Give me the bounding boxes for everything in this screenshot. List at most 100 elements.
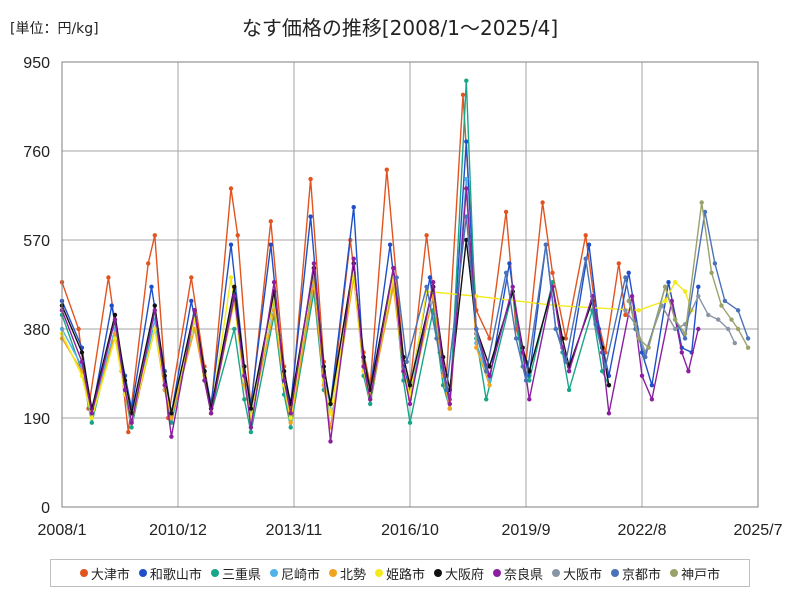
data-point [208,411,214,416]
series-1 [59,92,628,435]
legend-marker [328,569,337,577]
chart-canvas: 0 190 380 570 760 950 2008/1 2010/12 2013/11 2016… [23,55,782,539]
data-point [112,331,118,336]
x-tick-label: 2022/8 [618,522,667,539]
y-tick-label: 760 [23,144,50,161]
data-point [663,284,668,289]
data-point [636,336,641,341]
data-point [447,401,452,407]
data-point [407,401,413,407]
data-point [122,387,128,393]
data-point [510,284,515,289]
data-point [308,176,313,182]
data-point [169,411,174,416]
legend-item: 尼崎市 [269,564,320,583]
legend-label: 京都市 [622,567,662,583]
data-point [702,209,708,215]
legend-item: 北勢 [328,564,366,583]
data-point [460,92,466,98]
legend-label: 和歌山市 [149,567,202,583]
data-point [663,298,668,304]
data-point [639,373,645,378]
legend-label: 奈良県 [504,567,544,583]
data-point [129,425,134,430]
data-point [600,369,605,374]
legend-marker [493,569,502,577]
legend-marker [210,569,219,577]
data-point [427,275,433,280]
data-point [228,242,234,247]
data-point [586,242,592,247]
data-point [152,326,157,332]
legend: 大津市 和歌山市 三重県 尼崎市 北勢 姫路市 大阪府 奈良県 大阪市 京都市 神戸市 [50,559,750,587]
legend-item: 京都市 [611,564,661,583]
data-point [566,387,572,393]
data-point [89,420,95,425]
x-tick-label: 2019/9 [502,522,551,539]
data-point [484,369,489,374]
data-point [543,242,549,247]
data-point [242,373,247,378]
data-point [474,326,479,332]
data-point [232,284,237,289]
data-point [424,233,429,238]
data-point [593,322,598,327]
data-point [169,415,174,421]
series-10 [394,209,751,393]
data-point [401,369,406,374]
data-point [553,326,558,332]
data-point [152,308,157,313]
data-point [447,406,452,411]
data-point [112,336,118,341]
legend-item: 大津市 [79,564,130,583]
data-point [464,237,469,243]
data-point [384,167,389,172]
series-line [628,201,749,349]
data-point [444,387,449,393]
data-point [152,233,157,238]
legend-label: 三重県 [221,567,261,583]
data-point [192,308,197,313]
data-point [527,397,532,402]
legend-label: 大津市 [90,567,130,583]
data-point [745,336,751,341]
y-tick-label: 380 [23,322,50,339]
data-point [487,383,492,388]
data-point [626,270,631,275]
data-point [696,326,701,332]
series-line [396,211,749,391]
data-point [729,317,734,322]
data-point [79,350,85,355]
data-point [162,383,167,388]
data-point [109,303,114,308]
data-point [79,373,85,378]
plot-frame [61,61,759,508]
legend-marker [552,569,561,577]
data-point [431,280,436,285]
legend-item: 姫路市 [374,564,425,583]
data-point [288,425,293,430]
data-point [464,186,469,191]
data-point [550,280,555,285]
legend-item: 大阪府 [434,564,484,583]
data-point [368,401,373,407]
data-point [649,383,655,388]
data-point [583,233,588,238]
y-tick-label: 190 [23,411,50,428]
data-point [464,78,469,83]
legend-label: 姫路市 [385,567,425,583]
data-point [726,326,731,332]
data-point [563,359,568,364]
data-point [487,364,492,369]
legend-marker [374,569,383,577]
data-point [626,298,631,304]
data-point [706,312,711,318]
legend-item: 奈良県 [493,564,543,583]
x-tick-label: 2010/12 [149,522,207,539]
data-point [394,275,399,280]
legend-label: 北勢 [339,567,366,583]
data-point [308,214,313,219]
data-point [202,378,207,383]
data-point [404,359,409,364]
data-point [523,378,529,383]
